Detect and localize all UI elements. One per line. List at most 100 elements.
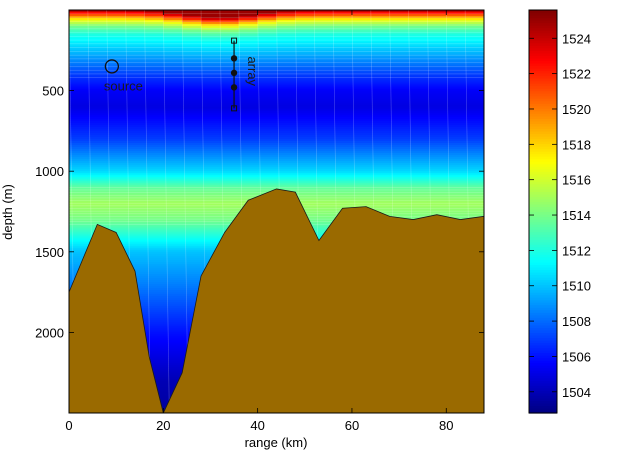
field-cell bbox=[314, 94, 334, 98]
field-cell bbox=[465, 187, 484, 190]
field-cell bbox=[389, 50, 410, 53]
field-cell bbox=[370, 177, 391, 180]
field-cell bbox=[408, 191, 429, 194]
field-cell bbox=[69, 231, 89, 235]
field-cell bbox=[333, 86, 353, 90]
field-cell bbox=[69, 96, 89, 100]
field-cell bbox=[219, 72, 240, 76]
field-cell bbox=[446, 163, 466, 166]
field-cell bbox=[276, 36, 296, 39]
field-cell bbox=[125, 48, 146, 51]
field-cell bbox=[182, 60, 202, 63]
colorbar-band bbox=[529, 334, 557, 339]
field-cell bbox=[465, 149, 484, 152]
field-cell bbox=[465, 100, 484, 104]
field-cell bbox=[163, 116, 183, 120]
field-cell bbox=[351, 66, 372, 70]
field-cell bbox=[276, 100, 296, 104]
field-cell bbox=[144, 350, 164, 354]
field-cell bbox=[69, 38, 89, 41]
field-cell bbox=[125, 88, 146, 92]
field-cell bbox=[106, 82, 127, 86]
field-cell bbox=[465, 80, 484, 84]
field-cell bbox=[276, 76, 296, 80]
field-cell bbox=[333, 157, 353, 160]
field-cell bbox=[87, 169, 108, 172]
field-cell bbox=[163, 225, 183, 229]
field-cell bbox=[69, 253, 89, 257]
field-cell bbox=[427, 98, 447, 102]
field-cell bbox=[446, 161, 466, 164]
colorbar-band bbox=[529, 55, 557, 59]
colorbar-band bbox=[529, 100, 557, 104]
field-cell bbox=[219, 48, 240, 51]
field-cell bbox=[201, 153, 221, 156]
colorbar-band bbox=[529, 377, 557, 381]
field-cell bbox=[144, 165, 164, 168]
field-cell bbox=[125, 108, 146, 112]
field-cell bbox=[314, 179, 334, 182]
field-cell bbox=[333, 165, 353, 168]
field-cell bbox=[446, 153, 466, 156]
field-cell bbox=[408, 30, 429, 33]
field-cell bbox=[295, 145, 315, 148]
field-cell bbox=[446, 82, 466, 86]
field-cell bbox=[219, 122, 240, 126]
field-cell bbox=[408, 26, 429, 29]
field-cell bbox=[125, 40, 146, 43]
field-cell bbox=[408, 163, 429, 166]
colorbar-band bbox=[529, 370, 557, 374]
field-cell bbox=[427, 52, 447, 55]
field-cell bbox=[182, 44, 202, 47]
field-cell bbox=[106, 128, 127, 132]
field-cell bbox=[351, 54, 372, 57]
field-cell bbox=[333, 62, 353, 66]
field-cell bbox=[333, 70, 353, 74]
field-cell bbox=[238, 163, 259, 166]
field-cell bbox=[163, 354, 183, 358]
field-cell bbox=[465, 161, 484, 164]
field-cell bbox=[427, 151, 447, 154]
field-cell bbox=[69, 167, 89, 170]
field-cell bbox=[163, 145, 183, 148]
field-cell bbox=[69, 173, 89, 176]
field-cell bbox=[144, 366, 164, 370]
field-cell bbox=[87, 106, 108, 110]
field-cell bbox=[333, 28, 353, 31]
field-cell bbox=[144, 292, 164, 295]
source-marker bbox=[104, 59, 120, 74]
field-cell bbox=[144, 271, 164, 275]
field-cell bbox=[389, 205, 410, 209]
field-cell bbox=[69, 159, 89, 162]
field-cell bbox=[389, 185, 410, 188]
field-cell bbox=[333, 16, 353, 19]
field-cell bbox=[446, 122, 466, 126]
field-cell bbox=[69, 92, 89, 96]
field-cell bbox=[351, 72, 372, 76]
field-cell bbox=[333, 38, 353, 41]
field-cell bbox=[238, 147, 259, 150]
field-cell bbox=[182, 193, 202, 196]
field-cell bbox=[144, 243, 164, 247]
field-cell bbox=[314, 126, 334, 130]
field-cell bbox=[163, 217, 183, 221]
field-cell bbox=[163, 124, 183, 128]
field-cell bbox=[427, 130, 447, 134]
field-cell bbox=[87, 84, 108, 88]
field-cell bbox=[182, 302, 202, 305]
field-cell bbox=[125, 203, 146, 207]
field-cell bbox=[333, 84, 353, 88]
field-cell bbox=[69, 207, 89, 211]
field-cell bbox=[427, 126, 447, 130]
field-cell bbox=[238, 82, 259, 86]
field-cell bbox=[219, 203, 240, 207]
field-cell bbox=[333, 104, 353, 108]
field-cell bbox=[257, 36, 278, 39]
field-cell bbox=[295, 134, 315, 138]
field-cell bbox=[465, 191, 484, 194]
field-cell bbox=[276, 142, 296, 146]
field-cell bbox=[163, 136, 183, 140]
field-cell bbox=[201, 116, 221, 120]
field-cell bbox=[257, 149, 278, 152]
field-cell bbox=[201, 94, 221, 98]
